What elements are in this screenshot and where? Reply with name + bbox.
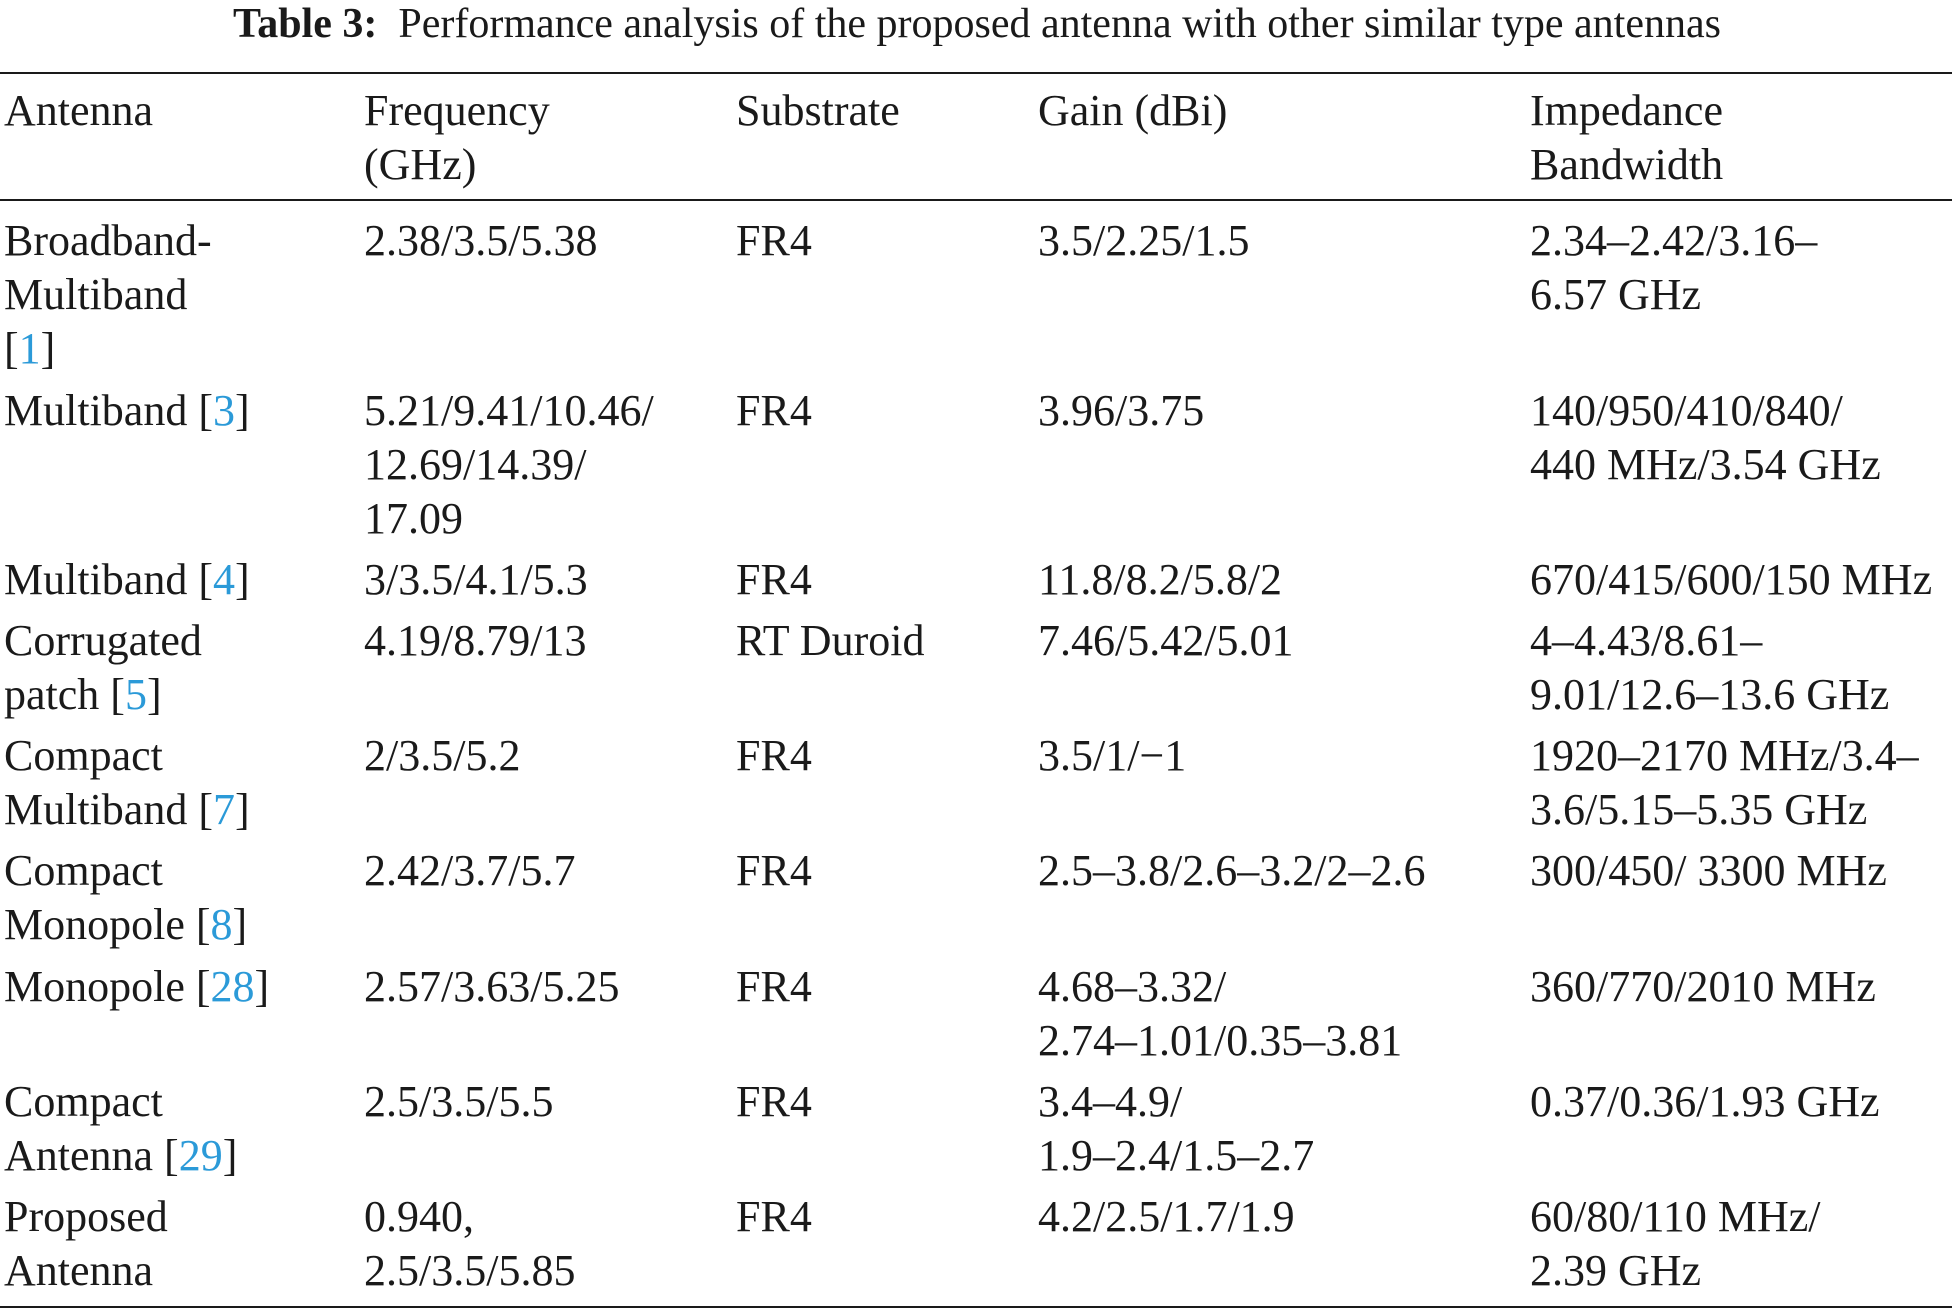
cell-frequency: 5.21/9.41/10.46/ 12.69/14.39/ 17.09 (364, 386, 654, 543)
header-frequency: Frequency (GHz) (364, 86, 550, 189)
cell-antenna: Multiband [3] (4, 386, 250, 435)
cell-gain: 4.68–3.32/ 2.74–1.01/0.35–3.81 (1038, 962, 1403, 1065)
cell-antenna: Multiband [4] (4, 555, 250, 604)
header-antenna: Antenna (4, 86, 154, 135)
citation-link[interactable]: 3 (212, 386, 235, 435)
cell-antenna: Proposed Antenna (4, 1192, 168, 1295)
cell-bandwidth: 670/415/600/150 MHz (1530, 555, 1933, 604)
cell-frequency: 2.38/3.5/5.38 (364, 216, 598, 265)
citation-link[interactable]: 28 (210, 962, 255, 1011)
cell-gain: 3.5/1/−1 (1038, 731, 1187, 780)
citation-link[interactable]: 1 (18, 324, 41, 373)
cell-bandwidth: 300/450/ 3300 MHz (1530, 846, 1887, 895)
cell-gain: 2.5–3.8/2.6–3.2/2–2.6 (1038, 846, 1426, 895)
cell-substrate: FR4 (736, 555, 812, 604)
cell-substrate: FR4 (736, 1077, 812, 1126)
cell-antenna: Monopole [28] (4, 962, 270, 1011)
table-label: Table 3: (233, 1, 378, 47)
cell-gain: 4.2/2.5/1.7/1.9 (1038, 1192, 1295, 1241)
cell-substrate: FR4 (736, 386, 812, 435)
citation-link[interactable]: 29 (178, 1131, 223, 1180)
cell-frequency: 2.42/3.7/5.7 (364, 846, 576, 895)
cell-antenna: Corrugated patch [5] (4, 616, 202, 719)
header-substrate: Substrate (736, 86, 900, 135)
header-gain: Gain (dBi) (1038, 86, 1228, 135)
cell-bandwidth: 2.34–2.42/3.16– 6.57 GHz (1530, 216, 1818, 319)
top-rule (0, 72, 1952, 74)
cell-antenna: Compact Multiband [7] (4, 731, 250, 834)
cell-gain: 3.5/2.25/1.5 (1038, 216, 1250, 265)
cell-gain: 11.8/8.2/5.8/2 (1038, 555, 1283, 604)
cell-bandwidth: 4–4.43/8.61– 9.01/12.6–13.6 GHz (1530, 616, 1890, 719)
cell-gain: 3.4–4.9/ 1.9–2.4/1.5–2.7 (1038, 1077, 1315, 1180)
cell-frequency: 3/3.5/4.1/5.3 (364, 555, 588, 604)
citation-link[interactable]: 7 (212, 785, 235, 834)
cell-substrate: FR4 (736, 962, 812, 1011)
cell-bandwidth: 360/770/2010 MHz (1530, 962, 1876, 1011)
cell-bandwidth: 0.37/0.36/1.93 GHz (1530, 1077, 1880, 1126)
header-rule (0, 199, 1952, 201)
cell-frequency: 0.940, 2.5/3.5/5.85 (364, 1192, 576, 1295)
bottom-rule (0, 1306, 1952, 1308)
cell-substrate: FR4 (736, 846, 812, 895)
table-caption: Table 3: Performance analysis of the pro… (0, 0, 1954, 48)
cell-gain: 7.46/5.42/5.01 (1038, 616, 1294, 665)
cell-antenna: Compact Antenna [29] (4, 1077, 238, 1180)
citation-link[interactable]: 8 (210, 900, 233, 949)
cell-antenna: Broadband- Multiband [1] (4, 216, 212, 373)
cell-frequency: 2.57/3.63/5.25 (364, 962, 620, 1011)
header-bandwidth: Impedance Bandwidth (1530, 86, 1724, 189)
cell-substrate: FR4 (736, 731, 812, 780)
cell-frequency: 4.19/8.79/13 (364, 616, 587, 665)
citation-link[interactable]: 5 (124, 670, 147, 719)
cell-bandwidth: 60/80/110 MHz/ 2.39 GHz (1530, 1192, 1821, 1295)
table-caption-text: Performance analysis of the proposed ant… (398, 1, 1721, 47)
cell-gain: 3.96/3.75 (1038, 386, 1205, 435)
cell-antenna: Compact Monopole [8] (4, 846, 248, 949)
cell-bandwidth: 140/950/410/840/ 440 MHz/3.54 GHz (1530, 386, 1881, 489)
cell-frequency: 2/3.5/5.2 (364, 731, 521, 780)
cell-substrate: RT Duroid (736, 616, 925, 665)
cell-frequency: 2.5/3.5/5.5 (364, 1077, 554, 1126)
cell-substrate: FR4 (736, 216, 812, 265)
cell-bandwidth: 1920–2170 MHz/3.4– 3.6/5.15–5.35 GHz (1530, 731, 1919, 834)
citation-link[interactable]: 4 (212, 555, 235, 604)
cell-substrate: FR4 (736, 1192, 812, 1241)
